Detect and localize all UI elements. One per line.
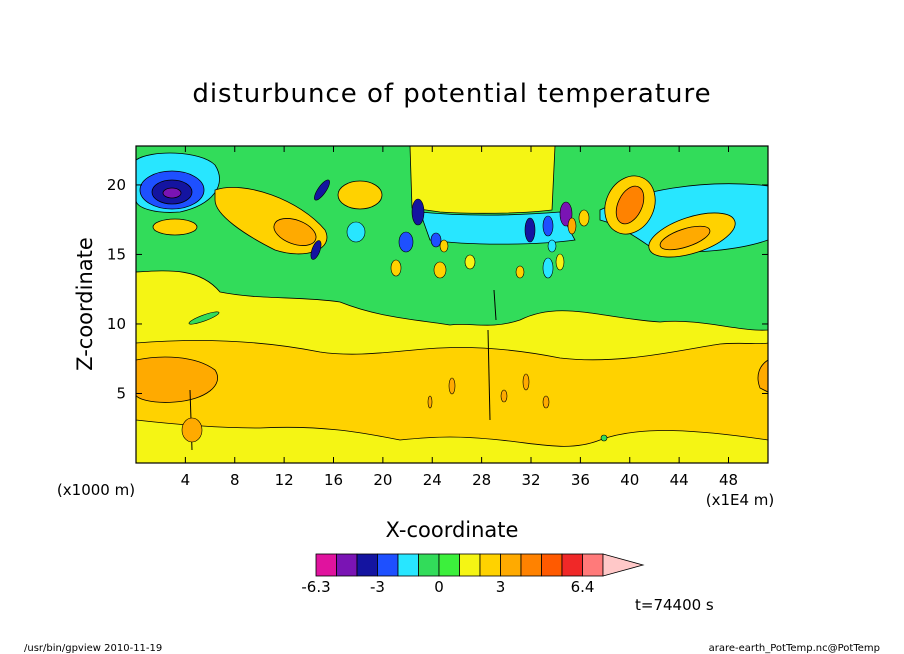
colorbar-box xyxy=(500,553,522,577)
contour-cell xyxy=(346,221,366,243)
contour-cell xyxy=(448,377,456,395)
warm-wave-right-b-core xyxy=(615,185,645,225)
x-tick-label: 28 xyxy=(472,471,491,489)
x-tick-label: 4 xyxy=(181,471,191,489)
colorbar-label: -3 xyxy=(370,578,385,596)
contour-cell xyxy=(522,373,530,391)
contour-cell xyxy=(181,417,203,443)
x-axis-ticks: 4 8 12 16 20 24 28 32 36 40 44 48 xyxy=(181,146,738,489)
colorbar-box xyxy=(561,553,583,577)
warm-wave-left-core xyxy=(273,218,317,246)
colorbar-box xyxy=(315,553,337,577)
plot-area xyxy=(135,145,769,464)
y-axis-ticks: 5 10 15 20 xyxy=(107,176,768,402)
colorbar-box xyxy=(520,553,542,577)
x-tick-label: 32 xyxy=(521,471,540,489)
contour-cell xyxy=(555,253,565,271)
colorbar-box xyxy=(459,553,481,577)
warm-band-core-right xyxy=(757,359,768,393)
x-tick-label: 24 xyxy=(423,471,442,489)
y-axis-label: Z-coordinate xyxy=(73,237,97,371)
warm-band-core xyxy=(136,356,218,403)
central-top xyxy=(409,146,556,214)
contour-cell xyxy=(524,217,536,243)
contour-cell xyxy=(310,240,322,260)
contour-cell xyxy=(567,217,577,235)
contour-cell xyxy=(542,215,554,237)
x-tick-label: 8 xyxy=(230,471,240,489)
contour-cell xyxy=(427,395,433,409)
contour-cell xyxy=(314,179,330,201)
warm-blob-a xyxy=(152,218,198,236)
contour-cell xyxy=(433,261,447,279)
contour-cell xyxy=(464,254,476,270)
contour-cell xyxy=(578,209,590,227)
contour-cell xyxy=(515,265,525,279)
contour-field xyxy=(136,146,768,463)
y-unit-label: (x1000 m) xyxy=(57,481,135,499)
time-label: t=74400 s xyxy=(635,596,714,614)
x-unit-label: (x1E4 m) xyxy=(706,491,775,509)
contour-cell xyxy=(411,198,425,226)
plot-frame xyxy=(135,145,769,464)
contour-cell xyxy=(500,389,508,403)
contour-cell xyxy=(430,232,442,248)
x-tick-label: 48 xyxy=(719,471,738,489)
colorbar-box xyxy=(397,553,419,577)
colorbar-box xyxy=(356,553,378,577)
colorbar-label: 6.4 xyxy=(571,578,595,596)
colorbar-box xyxy=(479,553,501,577)
contour-cell xyxy=(600,434,608,442)
x-tick-label: 20 xyxy=(373,471,392,489)
x-axis-label: X-coordinate xyxy=(386,518,519,542)
colorbar-label: -6.3 xyxy=(301,578,330,596)
colorbar-box xyxy=(438,553,460,577)
contour-cell xyxy=(542,395,550,409)
colorbar-box xyxy=(418,553,440,577)
colorbar-box xyxy=(582,553,604,577)
footer-left: /usr/bin/gpview 2010-11-19 xyxy=(24,643,162,654)
contour-cell xyxy=(547,239,557,253)
y-tick-label: 15 xyxy=(107,245,126,263)
contour-cell xyxy=(390,259,402,277)
warm-blob-b xyxy=(337,180,383,210)
colorbar-arrow xyxy=(602,553,645,577)
colorbar: -6.3 -3 0 3 6.4 xyxy=(301,553,645,596)
y-tick-label: 20 xyxy=(107,176,126,194)
contour-cell xyxy=(542,257,554,279)
colorbar-label: 0 xyxy=(434,578,444,596)
contour-cell xyxy=(559,201,573,227)
warm-wave-right-core xyxy=(659,225,711,251)
colorbar-box xyxy=(336,553,358,577)
x-tick-label: 12 xyxy=(275,471,294,489)
x-tick-label: 36 xyxy=(571,471,590,489)
x-tick-label: 40 xyxy=(620,471,639,489)
central-cold-band xyxy=(419,211,576,245)
contour-spike xyxy=(493,289,497,321)
footer-right: arare-earth_PotTemp.nc@PotTemp xyxy=(709,643,880,654)
y-tick-label: 10 xyxy=(107,315,126,333)
x-tick-label: 44 xyxy=(670,471,689,489)
contour-cell xyxy=(439,239,449,253)
y-tick-label: 5 xyxy=(116,384,126,402)
contour-cell xyxy=(188,311,220,325)
colorbar-box xyxy=(541,553,563,577)
contour-spike xyxy=(487,329,491,421)
contour-cell xyxy=(398,231,414,253)
chart-title: disturbunce of potential temperature xyxy=(192,79,711,109)
colorbar-label: 3 xyxy=(496,578,506,596)
colorbar-box xyxy=(377,553,399,577)
cold-region-left-peak xyxy=(162,187,182,199)
x-tick-label: 16 xyxy=(324,471,343,489)
